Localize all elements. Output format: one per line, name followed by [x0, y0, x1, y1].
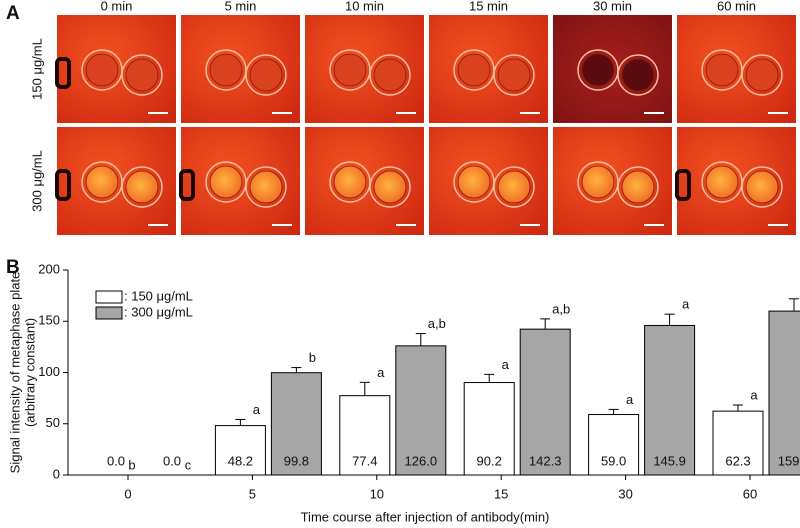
oocyte-zona — [369, 166, 411, 208]
column-label: 0 min — [101, 0, 133, 13]
significance-letter: b — [309, 350, 316, 365]
oocyte — [125, 170, 159, 204]
oocyte-zona — [617, 54, 659, 96]
oocyte-zona — [741, 166, 783, 208]
value-label: 62.3 — [725, 453, 750, 468]
oocyte-zona — [493, 166, 535, 208]
pipette — [55, 169, 71, 201]
y-tick-label: 50 — [46, 415, 60, 430]
oocyte — [373, 170, 407, 204]
y-axis-label: Signal intensity of metaphase plate — [7, 272, 22, 474]
column-label: 15 min — [469, 0, 508, 13]
oocyte — [457, 53, 491, 87]
oocyte-zona — [741, 54, 783, 96]
pipette — [55, 57, 71, 89]
oocyte — [497, 170, 531, 204]
oocyte-zona — [369, 54, 411, 96]
row-label: 300 μg/mL — [29, 150, 44, 212]
oocyte — [621, 58, 655, 92]
oocyte — [85, 53, 119, 87]
oocyte — [581, 53, 615, 87]
oocyte-zona — [245, 54, 287, 96]
bar — [463, 382, 515, 476]
column-label: 10 min — [345, 0, 384, 13]
column-label: 5 min — [225, 0, 257, 13]
x-tick-label: 10 — [370, 486, 384, 501]
oocyte — [621, 170, 655, 204]
panel-label: A — [6, 3, 20, 24]
significance-letter: b — [128, 457, 135, 472]
oocyte-zona — [121, 54, 163, 96]
significance-letter: a — [682, 297, 690, 312]
oocyte — [125, 58, 159, 92]
value-label: 145.9 — [653, 453, 686, 468]
value-label: 59.0 — [601, 453, 626, 468]
pipette — [179, 169, 195, 201]
bar — [768, 310, 800, 476]
value-label: 99.8 — [284, 453, 309, 468]
value-label: 142.3 — [529, 453, 562, 468]
oocyte — [581, 165, 615, 199]
column-label: 30 min — [593, 0, 632, 13]
oocyte-zona — [121, 166, 163, 208]
significance-letter: a — [502, 357, 510, 372]
oocyte — [705, 165, 739, 199]
bar — [214, 425, 266, 476]
legend-label: : 150 μg/mL — [124, 288, 193, 303]
significance-letter: a — [377, 365, 385, 380]
significance-letter: a — [253, 402, 261, 417]
oocyte — [745, 58, 779, 92]
oocyte-zona — [245, 166, 287, 208]
value-label: 0.0 — [163, 453, 181, 468]
x-tick-label: 60 — [743, 486, 757, 501]
oocyte — [249, 58, 283, 92]
y-tick-label: 200 — [38, 261, 60, 276]
y-axis-label: (arbitrary constant) — [22, 318, 37, 427]
x-tick-label: 15 — [494, 486, 508, 501]
oocyte — [333, 165, 367, 199]
value-label: 90.2 — [477, 453, 502, 468]
significance-letter: c — [185, 457, 192, 472]
column-label: 60 min — [717, 0, 756, 13]
y-tick-label: 150 — [38, 313, 60, 328]
oocyte — [209, 53, 243, 87]
bar — [712, 410, 764, 476]
x-axis-label: Time course after injection of antibody(… — [301, 509, 550, 524]
legend-swatch — [95, 290, 123, 304]
row-label: 150 μg/mL — [29, 38, 44, 100]
value-label: 77.4 — [352, 453, 377, 468]
oocyte-zona — [493, 54, 535, 96]
legend-swatch — [95, 306, 123, 320]
y-tick-label: 0 — [53, 466, 60, 481]
significance-letter: a — [626, 392, 634, 407]
significance-letter: a — [750, 387, 758, 402]
oocyte-zona — [617, 166, 659, 208]
legend-label: : 300 μg/mL — [124, 304, 193, 319]
oocyte — [85, 165, 119, 199]
panel-label: B — [6, 257, 20, 278]
value-label: 126.0 — [405, 453, 438, 468]
oocyte — [705, 53, 739, 87]
oocyte — [373, 58, 407, 92]
oocyte — [249, 170, 283, 204]
oocyte — [209, 165, 243, 199]
x-tick-label: 5 — [249, 486, 256, 501]
bar — [270, 372, 322, 476]
bar — [395, 345, 447, 476]
pipette — [675, 169, 691, 201]
value-label: 159.9 — [778, 453, 800, 468]
oocyte — [745, 170, 779, 204]
x-tick-label: 0 — [124, 486, 131, 501]
value-label: 48.2 — [228, 453, 253, 468]
bar — [519, 328, 571, 476]
x-tick-label: 30 — [618, 486, 632, 501]
y-tick-label: 100 — [38, 364, 60, 379]
value-label: 0.0 — [107, 453, 125, 468]
oocyte — [497, 58, 531, 92]
significance-letter: a,b — [428, 316, 446, 331]
oocyte — [457, 165, 491, 199]
oocyte — [333, 53, 367, 87]
significance-letter: a,b — [552, 301, 570, 316]
